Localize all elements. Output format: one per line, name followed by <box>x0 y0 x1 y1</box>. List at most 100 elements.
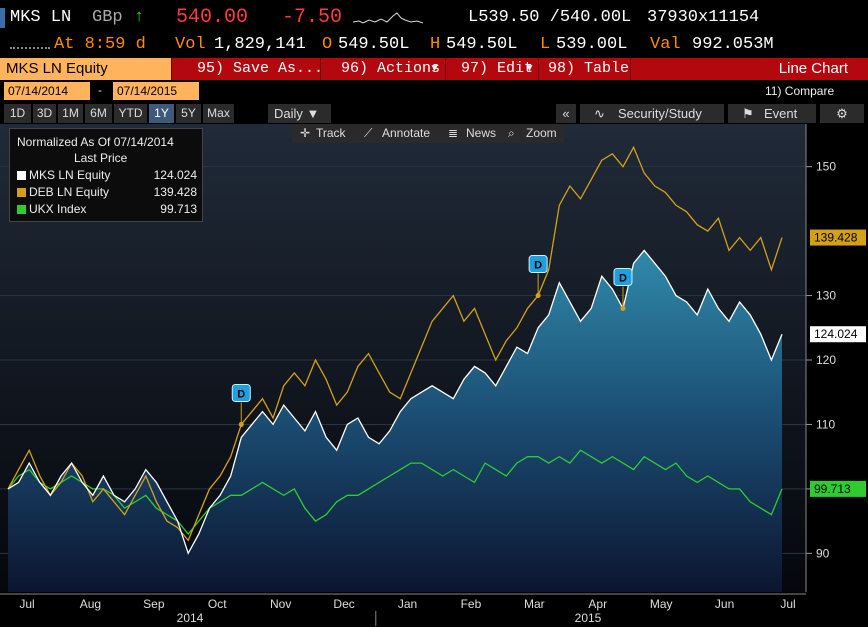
compare-button[interactable]: 11) Compare <box>765 84 835 98</box>
function-bar: MKS LN Equity 95) Save As... 96) Actions… <box>0 58 868 80</box>
date-range-row: 07/14/2014 - 07/14/2015 11) Compare <box>0 82 868 100</box>
period-button-ytd[interactable]: YTD <box>114 104 147 123</box>
zoom-icon: ⌕ <box>508 126 515 140</box>
quote-last-price: 540.00 <box>176 6 249 29</box>
pencil-icon: ⟋ <box>364 126 373 140</box>
start-date-field[interactable]: 07/14/2014 <box>4 82 90 100</box>
quote-currency: GBp <box>92 8 123 27</box>
legend-item-value: 124.024 <box>153 168 197 182</box>
dividend-marker[interactable] <box>528 255 548 274</box>
save-as-button[interactable]: 95) Save As... <box>197 60 324 77</box>
gear-icon[interactable]: ⚙ <box>820 104 864 123</box>
legend-item-name: DEB LN Equity <box>29 185 110 199</box>
x-tick-label: Mar <box>524 597 545 611</box>
period-button-1y[interactable]: 1Y <box>149 104 174 123</box>
collapse-button[interactable]: « <box>556 104 576 123</box>
annotate-button[interactable]: Annotate <box>382 126 431 140</box>
period-button-max[interactable]: Max <box>203 104 234 123</box>
end-value-label: 99.713 <box>814 482 851 496</box>
x-tick-label: Oct <box>208 597 227 611</box>
end-value-badge <box>810 326 866 343</box>
crosshair-icon: ✛ <box>300 126 311 140</box>
legend-swatch <box>17 205 26 215</box>
y-tick-label: 90 <box>816 546 830 560</box>
legend-item-name: UKX Index <box>29 202 87 216</box>
end-value-label: 139.428 <box>814 231 858 245</box>
event-button[interactable]: ⚑ Event <box>728 104 816 123</box>
period-button-1m[interactable]: 1M <box>58 104 83 123</box>
vol-label: Vol <box>175 35 206 54</box>
edit-menu[interactable]: 97) Edit <box>461 60 534 77</box>
news-button[interactable]: News <box>466 126 497 140</box>
table-button[interactable]: 98) Table <box>548 60 630 77</box>
x-tick-label: Apr <box>588 597 607 611</box>
high-label: H <box>430 35 441 54</box>
y-tick-label: 130 <box>816 289 836 303</box>
x-tick-label: Aug <box>80 597 101 611</box>
series-line-deb-ln-equity <box>7 145 783 542</box>
quote-change: -7.50 <box>282 6 343 29</box>
bid-ask-size: 37930x11154 <box>647 8 760 27</box>
legend-item: UKX Index 99.713 <box>17 202 197 216</box>
frequency-select[interactable]: Daily ▼ <box>268 104 331 123</box>
period-button-3d[interactable]: 3D <box>33 104 56 123</box>
series-line-mks-ln-equity <box>7 249 783 555</box>
dividend-marker[interactable] <box>231 383 251 402</box>
news-icon: ≣ <box>448 126 459 140</box>
end-value-badge <box>810 480 866 497</box>
period-button-1d[interactable]: 1D <box>4 104 31 123</box>
val-label: Val <box>650 35 681 54</box>
vol-value: 1,829,141 <box>214 35 306 54</box>
dividend-point <box>238 421 244 427</box>
dividend-point <box>620 305 626 311</box>
x-tick-label: Jul <box>19 597 34 611</box>
date-dash: - <box>98 83 102 97</box>
x-tick-label: Jan <box>398 597 417 611</box>
legend-item: DEB LN Equity 139.428 <box>17 185 197 199</box>
low-label: L <box>540 35 551 54</box>
dividend-marker-label: D <box>619 272 627 284</box>
quote-time: At 8:59 d <box>54 35 146 54</box>
chart-tools-bar: ✛ Track ⟋ Annotate ≣ News ⌕ Zoom <box>292 124 564 143</box>
period-button-5y[interactable]: 5Y <box>176 104 201 123</box>
end-value-label: 124.024 <box>814 327 858 341</box>
dividend-marker[interactable] <box>613 267 633 286</box>
x-tick-label: Nov <box>270 597 291 611</box>
end-value-badge <box>810 229 866 246</box>
end-date-field[interactable]: 07/14/2015 <box>113 82 199 100</box>
period-button-6m[interactable]: 6M <box>85 104 112 123</box>
flag-icon: ⚑ <box>742 106 754 121</box>
legend-item-name: MKS LN Equity <box>29 168 111 182</box>
open-value: 549.50L <box>338 35 410 54</box>
dividend-point <box>535 293 541 299</box>
security-study-label: Security/Study <box>618 106 702 121</box>
period-toolbar: 1D 3D 1M 6M YTD 1Y 5Y Max Daily ▼ « ∿ Security/… <box>0 104 868 123</box>
track-button[interactable]: Track <box>316 126 346 140</box>
x-tick-label: Sep <box>143 597 165 611</box>
event-label: Event <box>764 106 798 121</box>
security-field[interactable]: MKS LN Equity <box>0 58 171 80</box>
up-arrow-icon: ↑ <box>134 8 145 27</box>
actions-menu[interactable]: 96) Actions <box>341 60 441 77</box>
legend-swatch <box>17 188 26 198</box>
low-value: 539.00L <box>556 35 628 54</box>
security-study-button[interactable]: ∿ Security/Study <box>580 104 724 123</box>
price-chart[interactable]: DDD 90100110120130150139.428124.02499.71… <box>0 124 868 627</box>
year-label: 2015 <box>575 611 602 625</box>
chart-type-label[interactable]: Line Chart <box>778 60 848 77</box>
legend-item-value: 99.713 <box>160 202 197 216</box>
quote-row-2: At 8:59 d Vol 1,829,141 O 549.50L H 549.… <box>0 35 868 57</box>
quote-ticker[interactable]: MKS LN <box>10 8 72 27</box>
legend-swatch <box>17 171 26 181</box>
sparkline-icon <box>353 12 423 24</box>
zoom-button[interactable]: Zoom <box>526 126 557 140</box>
x-tick-label: May <box>650 597 673 611</box>
x-tick-label: Feb <box>461 597 482 611</box>
year-label: 2014 <box>177 611 204 625</box>
chevron-down-icon: ▾ <box>525 60 535 77</box>
open-label: O <box>322 35 333 54</box>
legend-item: MKS LN Equity 124.024 <box>17 168 197 182</box>
legend-title: Normalized As Of 07/14/2014 <box>17 135 174 149</box>
y-tick-label: 110 <box>816 417 835 431</box>
bid-ask: L539.50 /540.00L <box>468 8 632 27</box>
